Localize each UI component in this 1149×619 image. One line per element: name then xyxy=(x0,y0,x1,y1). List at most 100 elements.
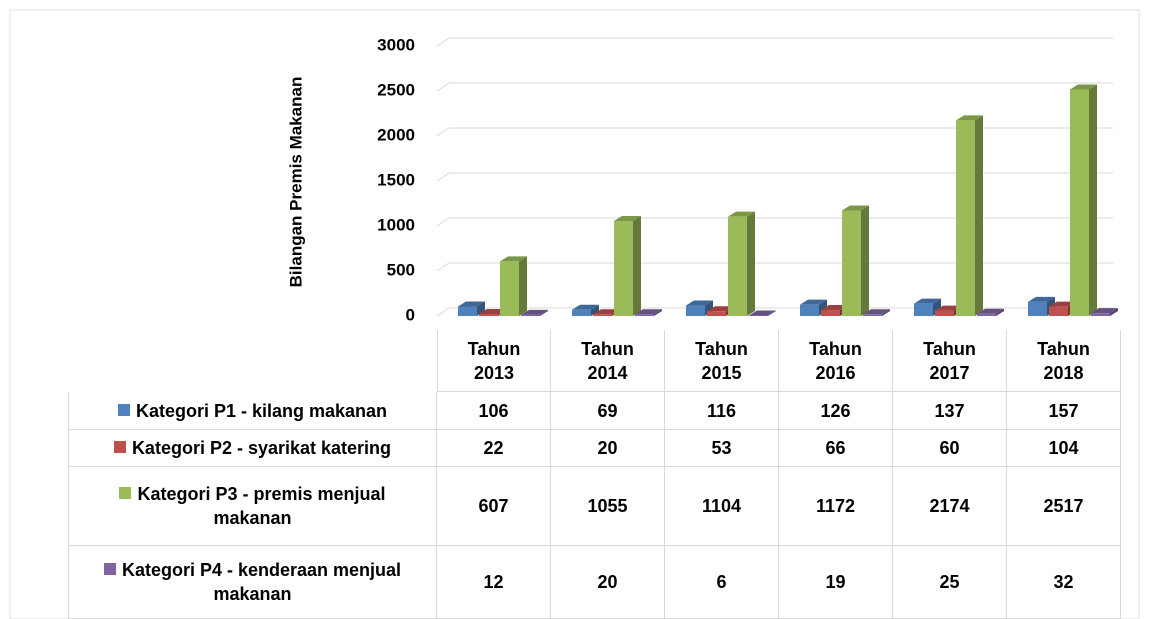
table-value-text: 25 xyxy=(939,572,960,592)
bar xyxy=(521,314,540,316)
category-label-text: Tahun 2017 xyxy=(923,338,976,383)
bar xyxy=(728,216,747,316)
table-value-text: 6 xyxy=(716,572,727,592)
legend-key xyxy=(117,403,130,416)
table-value: 22 xyxy=(437,430,551,467)
bar-top xyxy=(1049,301,1076,307)
legend-label: Kategori P2 - syarikat katering xyxy=(113,436,391,460)
y-tick-label: 2500 xyxy=(377,80,415,99)
table-value-text: 1104 xyxy=(701,496,742,516)
bar xyxy=(572,309,591,316)
bar xyxy=(956,120,975,316)
table-value: 607 xyxy=(437,467,551,546)
bar-top xyxy=(977,308,1004,314)
bar xyxy=(914,303,933,316)
y-tick-label: 3000 xyxy=(377,35,415,54)
category-label: Tahun 2016 xyxy=(779,330,893,392)
grid-line xyxy=(436,172,1113,182)
bar xyxy=(614,221,633,316)
bar-top xyxy=(572,304,599,310)
bar-top xyxy=(728,211,755,217)
table-value: 6 xyxy=(665,546,779,619)
bar xyxy=(635,314,654,316)
bar-top xyxy=(914,298,941,304)
bar-top xyxy=(707,306,734,312)
table-value-text: 126 xyxy=(820,400,851,421)
category-label: Tahun 2013 xyxy=(437,330,551,392)
legend-entry: Kategori P3 - premis menjual makanan xyxy=(68,467,437,546)
table-value-text: 1055 xyxy=(587,496,628,516)
bar-side xyxy=(882,309,890,316)
bar-top xyxy=(614,216,641,222)
bar-top xyxy=(521,309,548,315)
bar xyxy=(593,314,612,316)
category-label: Tahun 2017 xyxy=(893,330,1007,392)
grid-line xyxy=(436,262,1113,272)
y-axis-title: Bilangan Premis Makanan xyxy=(286,77,305,288)
table-value-text: 2517 xyxy=(1043,496,1084,516)
table-value-text: 116 xyxy=(706,400,737,421)
bar xyxy=(500,261,519,316)
legend-key xyxy=(103,563,116,575)
table-value: 32 xyxy=(1007,546,1121,619)
table-value-text: 22 xyxy=(483,438,504,458)
bar-top xyxy=(635,309,662,315)
bar-side xyxy=(477,301,485,316)
table-value: 20 xyxy=(551,546,665,619)
category-label-text: Tahun 2016 xyxy=(809,338,862,383)
bar-side xyxy=(861,205,869,316)
bar xyxy=(1091,313,1110,316)
bar-top xyxy=(686,300,713,306)
table-value-text: 32 xyxy=(1053,572,1074,592)
table-value: 1104 xyxy=(665,467,779,546)
table-value: 60 xyxy=(893,430,1007,467)
legend-label: Kategori P3 - premis menjual makanan xyxy=(99,482,406,530)
table-value-text: 1172 xyxy=(815,496,856,516)
bar-side xyxy=(591,304,599,316)
y-tick-label: 500 xyxy=(387,260,415,279)
bar xyxy=(686,305,705,316)
bar-top xyxy=(749,310,776,316)
bar xyxy=(821,310,840,316)
bar-top xyxy=(842,205,869,211)
bar xyxy=(1028,301,1047,316)
bar-side xyxy=(540,309,548,316)
grid-line xyxy=(436,217,1113,227)
bar xyxy=(707,311,726,316)
bar xyxy=(935,310,954,316)
table-value: 157 xyxy=(1007,392,1121,430)
bar-top xyxy=(593,309,620,315)
category-label-text: Tahun 2013 xyxy=(467,338,521,383)
table-value-text: 2174 xyxy=(929,496,970,516)
legend-label: Kategori P4 - kenderaan menjual makanan xyxy=(99,558,406,606)
bar-top xyxy=(479,309,506,315)
table-value-text: 607 xyxy=(478,496,509,516)
table-value-text: 20 xyxy=(597,438,618,458)
table-value: 2517 xyxy=(1007,467,1121,546)
table-value: 1172 xyxy=(779,467,893,546)
legend-key xyxy=(119,487,132,499)
bar xyxy=(977,313,996,316)
bar-side xyxy=(975,115,983,316)
grid-line xyxy=(436,307,1113,317)
category-label-text: Tahun 2014 xyxy=(581,338,634,383)
y-tick-label: 1000 xyxy=(377,215,415,234)
table-value: 19 xyxy=(779,546,893,619)
table-value: 104 xyxy=(1007,430,1121,467)
bar xyxy=(842,210,861,316)
y-tick-label: 2000 xyxy=(377,125,415,144)
bar-side xyxy=(519,256,527,316)
bar-side xyxy=(1089,84,1097,316)
table-value-text: 104 xyxy=(1048,438,1079,458)
table-value: 66 xyxy=(779,430,893,467)
legend-text: Kategori P1 - kilang makanan xyxy=(135,400,388,421)
table-value: 106 xyxy=(437,392,551,430)
bar xyxy=(863,314,882,316)
table-value: 1055 xyxy=(551,467,665,546)
legend-text: Kategori P3 - premis menjual makanan xyxy=(137,484,386,528)
table-value: 25 xyxy=(893,546,1007,619)
legend-key xyxy=(113,441,126,453)
chart-frame xyxy=(9,9,1140,619)
bar-top xyxy=(935,305,962,311)
